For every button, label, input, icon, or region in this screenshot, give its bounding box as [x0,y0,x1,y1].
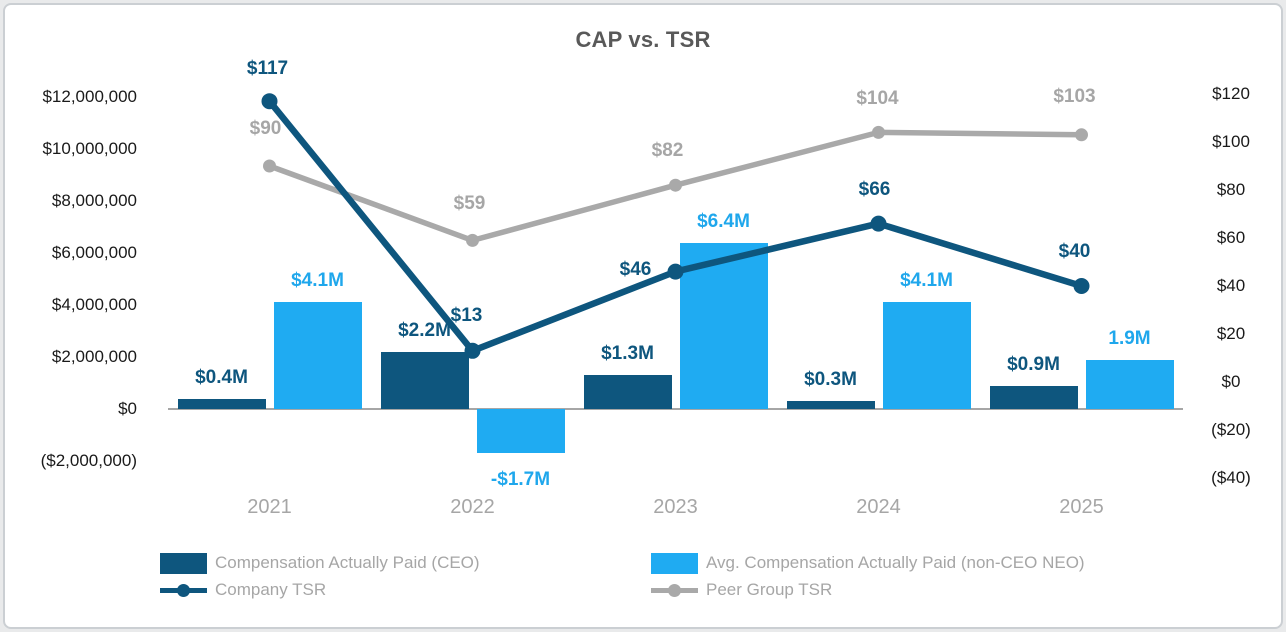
ceo-cap-value-label: $1.3M [601,343,654,365]
company-tsr-marker-2025 [1073,278,1090,294]
neo-cap-bar-2025 [1085,359,1174,409]
left-axis-tick: $12,000,000 [42,87,137,106]
left-axis-tick: ($2,000,000) [40,451,137,470]
ceo-cap-bar-2022 [380,351,469,409]
right-axis-tick: $60 [1216,228,1246,247]
peer-group-tsr-point-label: $104 [856,88,899,110]
x-axis-label-2025: 2025 [1059,496,1104,518]
ceo-cap-bar-2025 [989,385,1078,409]
right-axis-tick: ($40) [1211,468,1251,487]
neo-cap-value-label: 1.9M [1108,327,1151,349]
ceo-cap-value-label: $0.9M [1007,353,1060,375]
left-axis-tick: $10,000,000 [42,139,137,158]
right-axis-tick: $40 [1216,276,1246,295]
right-axis-tick: $120 [1212,84,1250,103]
peer-group-tsr-point-label: $82 [651,140,684,162]
peer-group-tsr-marker-2021 [263,159,276,173]
left-axis-tick: $0 [118,399,137,418]
right-axis-tick: $0 [1221,372,1241,391]
legend-item-ceo-cap: Compensation Actually Paid (CEO) [160,551,480,575]
neo-cap-value-label: $4.1M [291,270,344,292]
peer-group-tsr-marker-2022 [466,233,479,247]
right-axis-tick: ($20) [1211,420,1251,439]
company-tsr-marker-2021 [261,93,278,110]
neo-cap-bar-2022 [476,409,565,454]
legend-item-company-tsr: Company TSR [160,578,326,602]
right-axis-tick: $100 [1212,132,1250,151]
company-tsr-point-label: $13 [450,304,483,326]
left-axis-tick: $2,000,000 [51,347,137,366]
company-tsr-line [266,97,1085,355]
right-axis-tick: $80 [1216,180,1246,199]
neo-cap-value-label: $6.4M [697,210,750,232]
legend-swatch-peer-group-tsr [651,580,698,601]
chart-title: CAP vs. TSR [575,27,711,52]
neo-cap-value-label: -$1.7M [490,469,551,491]
company-tsr-point-label: $40 [1058,241,1091,262]
company-tsr-marker-2024 [870,215,887,232]
left-axis-tick: $6,000,000 [51,243,137,262]
x-axis-label-2023: 2023 [653,496,698,518]
legend-swatch-company-tsr [160,580,207,601]
legend-item-neo-cap: Avg. Compensation Actually Paid (non-CEO… [651,551,1085,575]
chart-frame-border [3,3,1283,629]
legend-label-ceo-cap: Compensation Actually Paid (CEO) [215,553,480,572]
left-axis-tick: $4,000,000 [51,295,137,314]
company-tsr-point-label: $66 [858,178,891,200]
peer-group-tsr-point-label: $90 [249,118,282,139]
right-axis-tick: $20 [1216,324,1246,343]
company-tsr-point-label: $46 [619,258,652,280]
ceo-cap-bar-2023 [583,375,672,409]
ceo-cap-bar-2024 [786,401,875,409]
neo-cap-bar-2021 [273,302,362,409]
peer-group-tsr-marker-2023 [669,178,682,192]
legend-swatch-neo-cap [651,552,698,574]
neo-cap-value-label: $4.1M [900,270,953,292]
peer-group-tsr-point-label: $103 [1053,85,1096,107]
company-tsr-marker-2023 [667,263,684,280]
ceo-cap-value-label: $0.3M [804,369,857,391]
legend-label-company-tsr: Company TSR [215,580,327,599]
legend-swatch-ceo-cap [160,552,207,574]
legend-item-peer-group-tsr: Peer Group TSR [651,578,832,602]
x-axis-line [168,408,1183,410]
ceo-cap-value-label: $0.4M [195,366,248,388]
x-axis-label-2021: 2021 [247,496,292,518]
x-axis-label-2024: 2024 [856,496,901,518]
peer-group-tsr-marker-2024 [872,125,885,139]
company-tsr-point-label: $117 [246,58,289,80]
ceo-cap-bar-2021 [177,398,266,409]
legend-label-peer-group-tsr: Peer Group TSR [706,580,833,599]
peer-group-tsr-marker-2025 [1075,128,1088,142]
company-tsr-marker-2022 [464,342,481,359]
left-axis-tick: $8,000,000 [51,191,137,210]
ceo-cap-value-label: $2.2M [398,319,451,341]
legend-label-neo-cap: Avg. Compensation Actually Paid (non-CEO… [706,553,1085,572]
x-axis-label-2022: 2022 [450,496,495,518]
neo-cap-bar-2024 [882,302,971,409]
peer-group-tsr-point-label: $59 [453,193,486,215]
